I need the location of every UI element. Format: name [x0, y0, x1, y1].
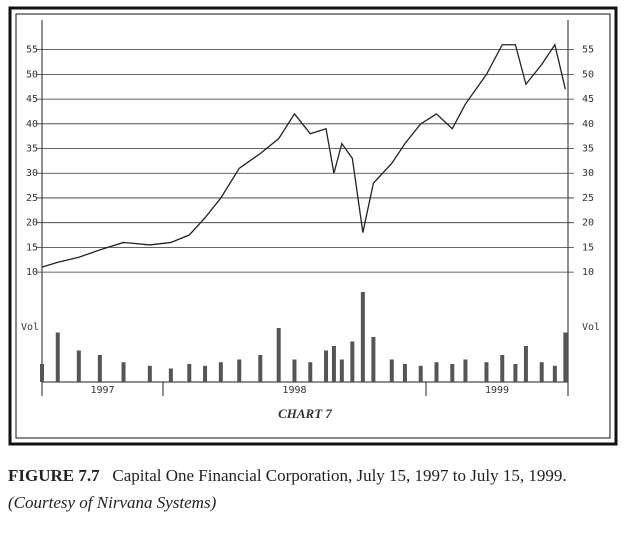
y-label: Vol — [21, 322, 39, 333]
y-tick-label-right: 25 — [582, 193, 594, 204]
volume-bar — [434, 362, 439, 382]
price-line — [41, 43, 567, 268]
volume-bar — [203, 365, 208, 382]
volume-bar — [500, 355, 505, 382]
chart-label: CHART 7 — [278, 406, 332, 421]
volume-bar — [371, 337, 376, 382]
volume-bar — [484, 362, 489, 382]
volume-bar — [237, 359, 242, 382]
volume-bar — [418, 365, 423, 382]
caption-text: Capital One Financial Corporation, July … — [112, 466, 567, 485]
y-tick-label: 55 — [26, 45, 38, 56]
volume-bar — [76, 350, 81, 382]
volume-bar — [324, 350, 329, 382]
credit: (Courtesy of Nirvana Systems) — [8, 493, 217, 512]
volume-bar — [563, 332, 568, 382]
y-tick-label-right: 50 — [582, 69, 594, 80]
y-tick-label: 30 — [26, 168, 38, 179]
frame — [8, 6, 618, 446]
volume-bar — [513, 364, 518, 382]
volume-bar — [552, 365, 557, 382]
volume-bar — [168, 368, 173, 382]
y-tick-label-right: 35 — [582, 144, 594, 155]
volume-bar — [97, 355, 102, 382]
volume-bar — [292, 359, 297, 382]
volume-bar — [339, 359, 344, 382]
y-tick-label: 45 — [26, 94, 38, 105]
volume-bar — [276, 328, 281, 382]
y-tick-label-right: 10 — [582, 267, 594, 278]
volume-bar — [40, 364, 44, 382]
y-tick-label: 15 — [26, 242, 38, 253]
volume-bar — [258, 355, 263, 382]
volume-bar — [308, 362, 313, 382]
y-tick-label-right: 55 — [582, 45, 594, 56]
chart: CHART 7 10 10 15 15 20 20 25 25 30 30 35 35 40 40 45 45… — [8, 6, 618, 446]
volume-bar — [360, 292, 365, 382]
y-tick-label-right: 20 — [582, 218, 594, 229]
caption: FIGURE 7.7 Capital One Financial Corpora… — [8, 462, 608, 516]
volume-bar — [523, 346, 528, 382]
volume-bar — [450, 364, 455, 382]
y-tick-label-right: 15 — [582, 242, 594, 253]
y-tick-label: 25 — [26, 193, 38, 204]
volume-bar — [463, 359, 468, 382]
volume-bar — [350, 341, 355, 382]
inner-frame — [15, 13, 611, 439]
x-tick-label: 1998 — [282, 385, 306, 396]
volume-bar — [147, 365, 152, 382]
y-tick-label-right: 45 — [582, 94, 594, 105]
volume-bar — [331, 346, 336, 382]
y-label-right: Vol — [582, 322, 600, 333]
y-tick-label: 50 — [26, 69, 38, 80]
volume-bar — [187, 364, 192, 382]
y-tick-label-right: 40 — [582, 119, 594, 130]
y-tick-label: 35 — [26, 144, 38, 155]
volume-bar — [539, 362, 544, 382]
x-tick-label: 1997 — [90, 385, 114, 396]
volume-bar — [218, 362, 223, 382]
volume-bar — [121, 362, 126, 382]
volume-bar — [402, 364, 407, 382]
y-tick-label-right: 30 — [582, 168, 594, 179]
y-tick-label: 20 — [26, 218, 38, 229]
y-tick-label: 10 — [26, 267, 38, 278]
volume-bar — [389, 359, 394, 382]
figure-label: FIGURE 7.7 — [8, 466, 100, 485]
volume-bar — [55, 332, 60, 382]
y-tick-label: 40 — [26, 119, 38, 130]
x-tick-label: 1999 — [485, 385, 509, 396]
